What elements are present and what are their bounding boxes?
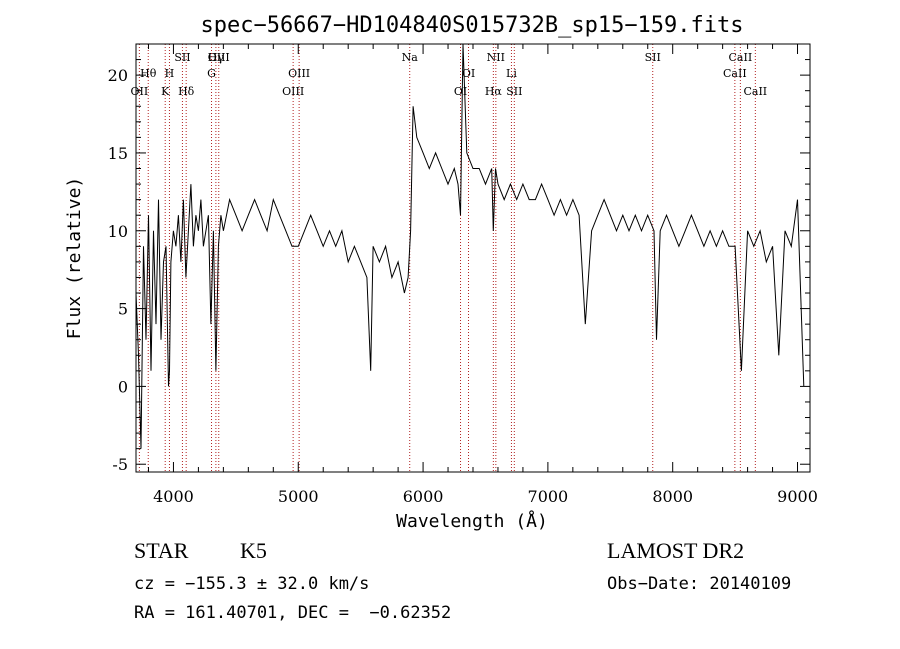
marker-label-16: Hα	[485, 85, 503, 98]
marker-label-5: SII	[174, 51, 190, 64]
marker-label-12: OI	[462, 67, 475, 80]
marker-label-13: OI	[454, 85, 467, 98]
marker-label-3: H	[165, 67, 175, 80]
marker-label-19: CaII	[729, 51, 753, 64]
ra-dec-coordinates: RA = 161.40701, DEC = −0.62352	[134, 603, 452, 623]
x-tick-label: 6000	[403, 487, 444, 506]
marker-label-4: K	[161, 85, 170, 98]
y-tick-label: 10	[108, 222, 128, 241]
y-axis-label: Flux (relative)	[64, 177, 85, 340]
x-tick-label: 7000	[528, 487, 569, 506]
x-axis-label: Wavelength (Å)	[396, 510, 548, 532]
marker-label-14: NII	[487, 51, 505, 64]
y-tick-label: -5	[112, 455, 128, 474]
marker-label-21: CaII	[743, 85, 767, 98]
object-class: STAR	[134, 538, 189, 563]
marker-label-18: SII	[645, 51, 661, 64]
spectrum-series	[135, 43, 805, 449]
x-axis: 4000 5000 6000 7000 8000 9000	[147, 44, 818, 506]
y-tick-label: 20	[108, 66, 128, 85]
marker-label-6: Hδ	[178, 85, 195, 98]
observation-date: Obs−Date: 20140109	[607, 574, 792, 594]
plot-frame	[135, 43, 811, 473]
x-tick-label: 4000	[153, 487, 194, 506]
spectral-subclass: K5	[240, 538, 267, 563]
y-tick-label: 5	[118, 300, 128, 319]
y-tick-label: 0	[118, 377, 128, 396]
marker-label-11: Na	[402, 51, 419, 64]
marker-label-17: SII	[506, 85, 522, 98]
survey-name: LAMOST DR2	[607, 538, 745, 563]
x-tick-label: 5000	[278, 487, 319, 506]
redshift-velocity: cz = −155.3 ± 32.0 km/s	[134, 574, 370, 594]
marker-label-20: CaII	[723, 67, 747, 80]
y-tick-label: 15	[108, 144, 128, 163]
y-axis: -5 0 5 10 15 20	[108, 59, 810, 474]
marker-label-2: OII	[131, 85, 149, 98]
marker-label-1: Hθ	[140, 67, 157, 80]
marker-label-8: G	[207, 67, 216, 80]
marker-label-9: OIII	[288, 67, 310, 80]
spectrum-line	[135, 43, 805, 449]
x-tick-label: 9000	[777, 487, 818, 506]
marker-label-0: Hγ	[208, 51, 225, 64]
marker-label-7: OIII	[208, 51, 230, 64]
chart-title: spec−56667−HD104840S015732B_sp15−159.fit…	[200, 13, 743, 38]
marker-label-15: Li	[506, 67, 517, 80]
emission-line-markers: Hγ Hθ OII HK SII Hδ OIII G OIII OIII Na OI OI NIILiHα…	[131, 44, 767, 472]
x-tick-label: 8000	[652, 487, 693, 506]
marker-label-10: OIII	[282, 85, 304, 98]
